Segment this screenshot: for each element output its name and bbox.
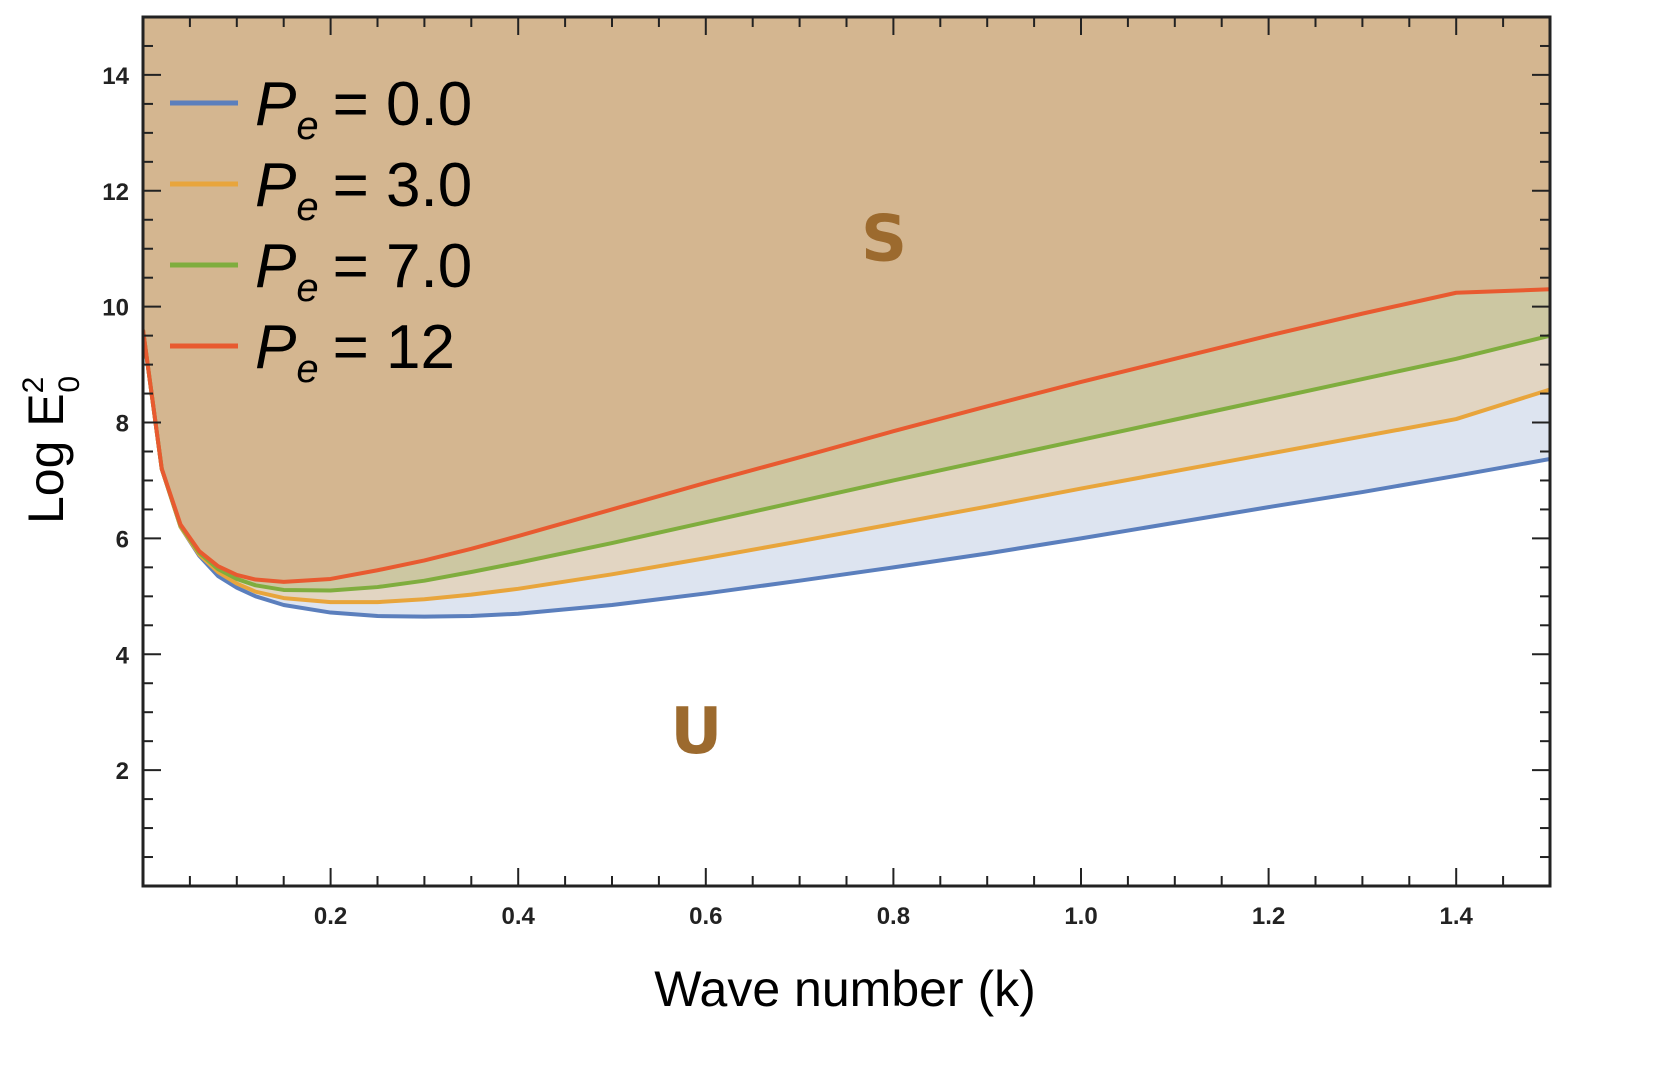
ticks-layer: 0.2 0.4 0.6 0.8 1.0 1.2 1.4 2 4 6 8 10 12 14 [102,16,1551,930]
fill-upper-region [143,17,1550,582]
y-axis-title-main: Log E [18,393,74,524]
legend-label-3: Pe = 12 [255,313,455,391]
y-tick-label: 8 [116,411,129,438]
y-tick-label: 10 [102,295,129,322]
x-axis-title: Wave number (k) [654,961,1036,1017]
region-label-u: U [670,695,722,769]
y-tick-label: 12 [102,179,129,206]
x-tick-label: 0.4 [502,903,536,930]
fill-band-2 [143,289,1550,591]
series-line-2 [143,329,1550,593]
x-tick-label: 0.6 [689,903,722,930]
region-labels: SU [670,202,907,768]
y-tick-label: 14 [102,63,129,90]
y-axis-title-sub: 0 [53,376,86,393]
y-axis-title: Log E2 0 [17,376,86,524]
legend-label-2: Pe = 7.0 [255,232,472,310]
fill-band-0 [143,329,1550,617]
y-axis-title-sup: 2 [17,377,50,394]
series-layer [143,287,1550,619]
x-tick-label: 1.0 [1064,903,1097,930]
y-tick-label: 6 [116,526,129,553]
x-tick-label: 1.2 [1252,903,1285,930]
series-line-0 [143,329,1550,619]
x-tick-label: 0.2 [314,903,347,930]
y-tick-label: 2 [116,758,129,785]
series-line-1 [143,329,1550,605]
legend: Pe = 0.0Pe = 3.0Pe = 7.0Pe = 12 [170,70,472,391]
svg-text:Log E20: Log E2 0 [17,376,86,524]
x-tick-label: 0.8 [877,903,910,930]
series-line-3 [143,287,1550,584]
legend-label-1: Pe = 3.0 [255,151,472,229]
legend-label-0: Pe = 0.0 [255,70,472,148]
fill-layer [143,17,1550,617]
y-tick-label: 4 [116,642,130,669]
region-label-s: S [861,202,907,276]
x-tick-label: 1.4 [1440,903,1474,930]
